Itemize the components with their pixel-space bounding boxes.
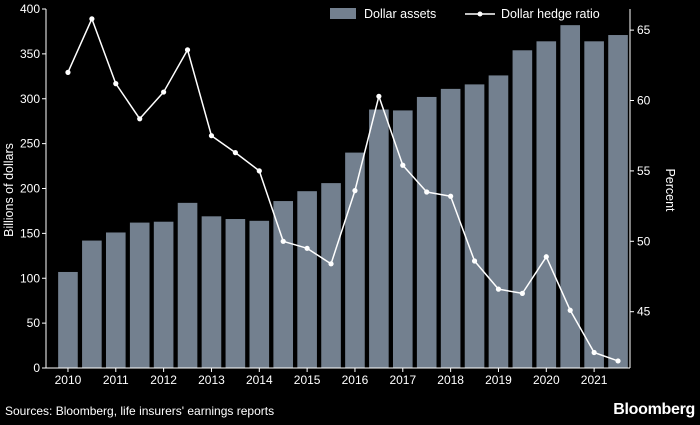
bar-2019-h1 [488, 75, 509, 369]
point-2017-h2 [424, 189, 430, 195]
point-2018-h2 [471, 258, 478, 264]
point-2011-h2 [137, 116, 143, 122]
bar-2011-h1 [105, 232, 126, 368]
point-2014-h1 [256, 168, 262, 174]
bar-2012-h1 [153, 221, 174, 368]
bar-2018-h1 [440, 88, 461, 368]
bar-2010-h2 [82, 240, 102, 368]
point-2014-h2 [280, 238, 286, 244]
left-tick-label: 250 [20, 137, 40, 151]
point-2021-h2 [615, 358, 621, 364]
bar-2018-h2 [464, 84, 485, 368]
point-2017-h1 [400, 162, 406, 168]
point-2021-h1 [591, 349, 597, 356]
legend: Dollar assets Dollar hedge ratio [330, 7, 600, 21]
point-2013-h2 [232, 150, 238, 156]
left-axis-title: Billions of dollars [2, 143, 16, 237]
bar-2021-h2 [608, 35, 628, 368]
bar-2012-h2 [177, 202, 198, 368]
bar-2021-h1 [584, 41, 604, 369]
bloomberg-logo: Bloomberg [613, 401, 695, 418]
legend-swatch-marker [477, 11, 483, 17]
tick-labels: 0 50 100 150 200 250 300 350 400 45 50 55 60 65 2010 20… [20, 2, 651, 387]
bar-2014-h2 [273, 201, 294, 368]
x-tick-label: 2014 [246, 373, 273, 387]
point-2013-h1 [208, 133, 215, 139]
left-tick-label: 150 [20, 226, 40, 240]
right-axis-title: Percent [663, 168, 677, 212]
x-tick-label: 2013 [198, 373, 225, 387]
x-tick-label: 2012 [150, 373, 177, 387]
bar-2017-h2 [416, 96, 437, 368]
left-tick-label: 350 [20, 47, 40, 61]
footer-source: Sources: Bloomberg, life insurers' earni… [5, 404, 275, 418]
axes [42, 8, 634, 372]
bar-2013-h1 [201, 216, 222, 368]
point-2012-h2 [184, 47, 191, 53]
left-tick-label: 200 [20, 182, 40, 196]
x-tick-label: 2017 [389, 373, 416, 387]
x-tick-label: 2021 [581, 373, 608, 387]
point-2020-h1 [543, 254, 549, 260]
left-tick-label: 300 [20, 92, 40, 106]
point-2015-h1 [304, 245, 310, 251]
left-tick-label: 100 [20, 271, 40, 285]
point-2018-h1 [448, 193, 454, 199]
legend-label-dollar-assets: Dollar assets [364, 7, 436, 21]
left-tick-label: 50 [27, 316, 41, 330]
x-tick-label: 2019 [485, 373, 512, 387]
point-2019-h2 [519, 290, 525, 296]
point-2020-h2 [567, 307, 573, 313]
bar-2016-h1 [345, 152, 365, 368]
hedge-ratio-line [67, 18, 619, 362]
x-tick-label: 2020 [533, 373, 560, 387]
point-2011-h1 [113, 81, 119, 87]
point-2010-h1 [65, 69, 71, 75]
x-tick-label: 2018 [437, 373, 464, 387]
bar-2010-h1 [58, 271, 78, 368]
left-tick-label: 0 [33, 361, 40, 375]
bar-2016-h2 [369, 109, 389, 369]
point-2019-h1 [495, 286, 502, 292]
bar-2013-h2 [225, 219, 246, 368]
right-tick-label: 60 [637, 94, 651, 108]
right-tick-label: 50 [637, 234, 651, 248]
point-2015-h2 [328, 261, 334, 267]
bar-series-dollar-assets [58, 25, 628, 369]
x-tick-label: 2010 [55, 373, 82, 387]
legend-label-dollar-hedge-ratio: Dollar hedge ratio [501, 7, 600, 21]
x-tick-label: 2011 [103, 373, 129, 387]
bar-2020-h2 [560, 25, 581, 368]
bar-2014-h1 [249, 220, 270, 368]
left-tick-label: 400 [20, 2, 40, 16]
bar-2020-h1 [536, 41, 557, 369]
bar-2017-h1 [392, 110, 413, 369]
right-tick-label: 45 [637, 305, 651, 319]
point-2016-h2 [376, 93, 382, 99]
point-2010-h2 [89, 16, 95, 22]
line-series-dollar-hedge-ratio [65, 16, 621, 364]
x-tick-label: 2016 [342, 373, 369, 387]
bar-2019-h2 [512, 50, 533, 368]
point-2016-h1 [352, 188, 358, 194]
bar-2015-h1 [297, 191, 317, 368]
bar-2015-h2 [321, 183, 341, 368]
point-2012-h1 [161, 89, 167, 95]
right-tick-label: 65 [637, 23, 651, 37]
right-tick-label: 55 [637, 164, 651, 178]
bar-2011-h2 [129, 222, 150, 368]
legend-swatch-dollar-assets [330, 8, 356, 19]
x-tick-label: 2015 [294, 373, 321, 387]
